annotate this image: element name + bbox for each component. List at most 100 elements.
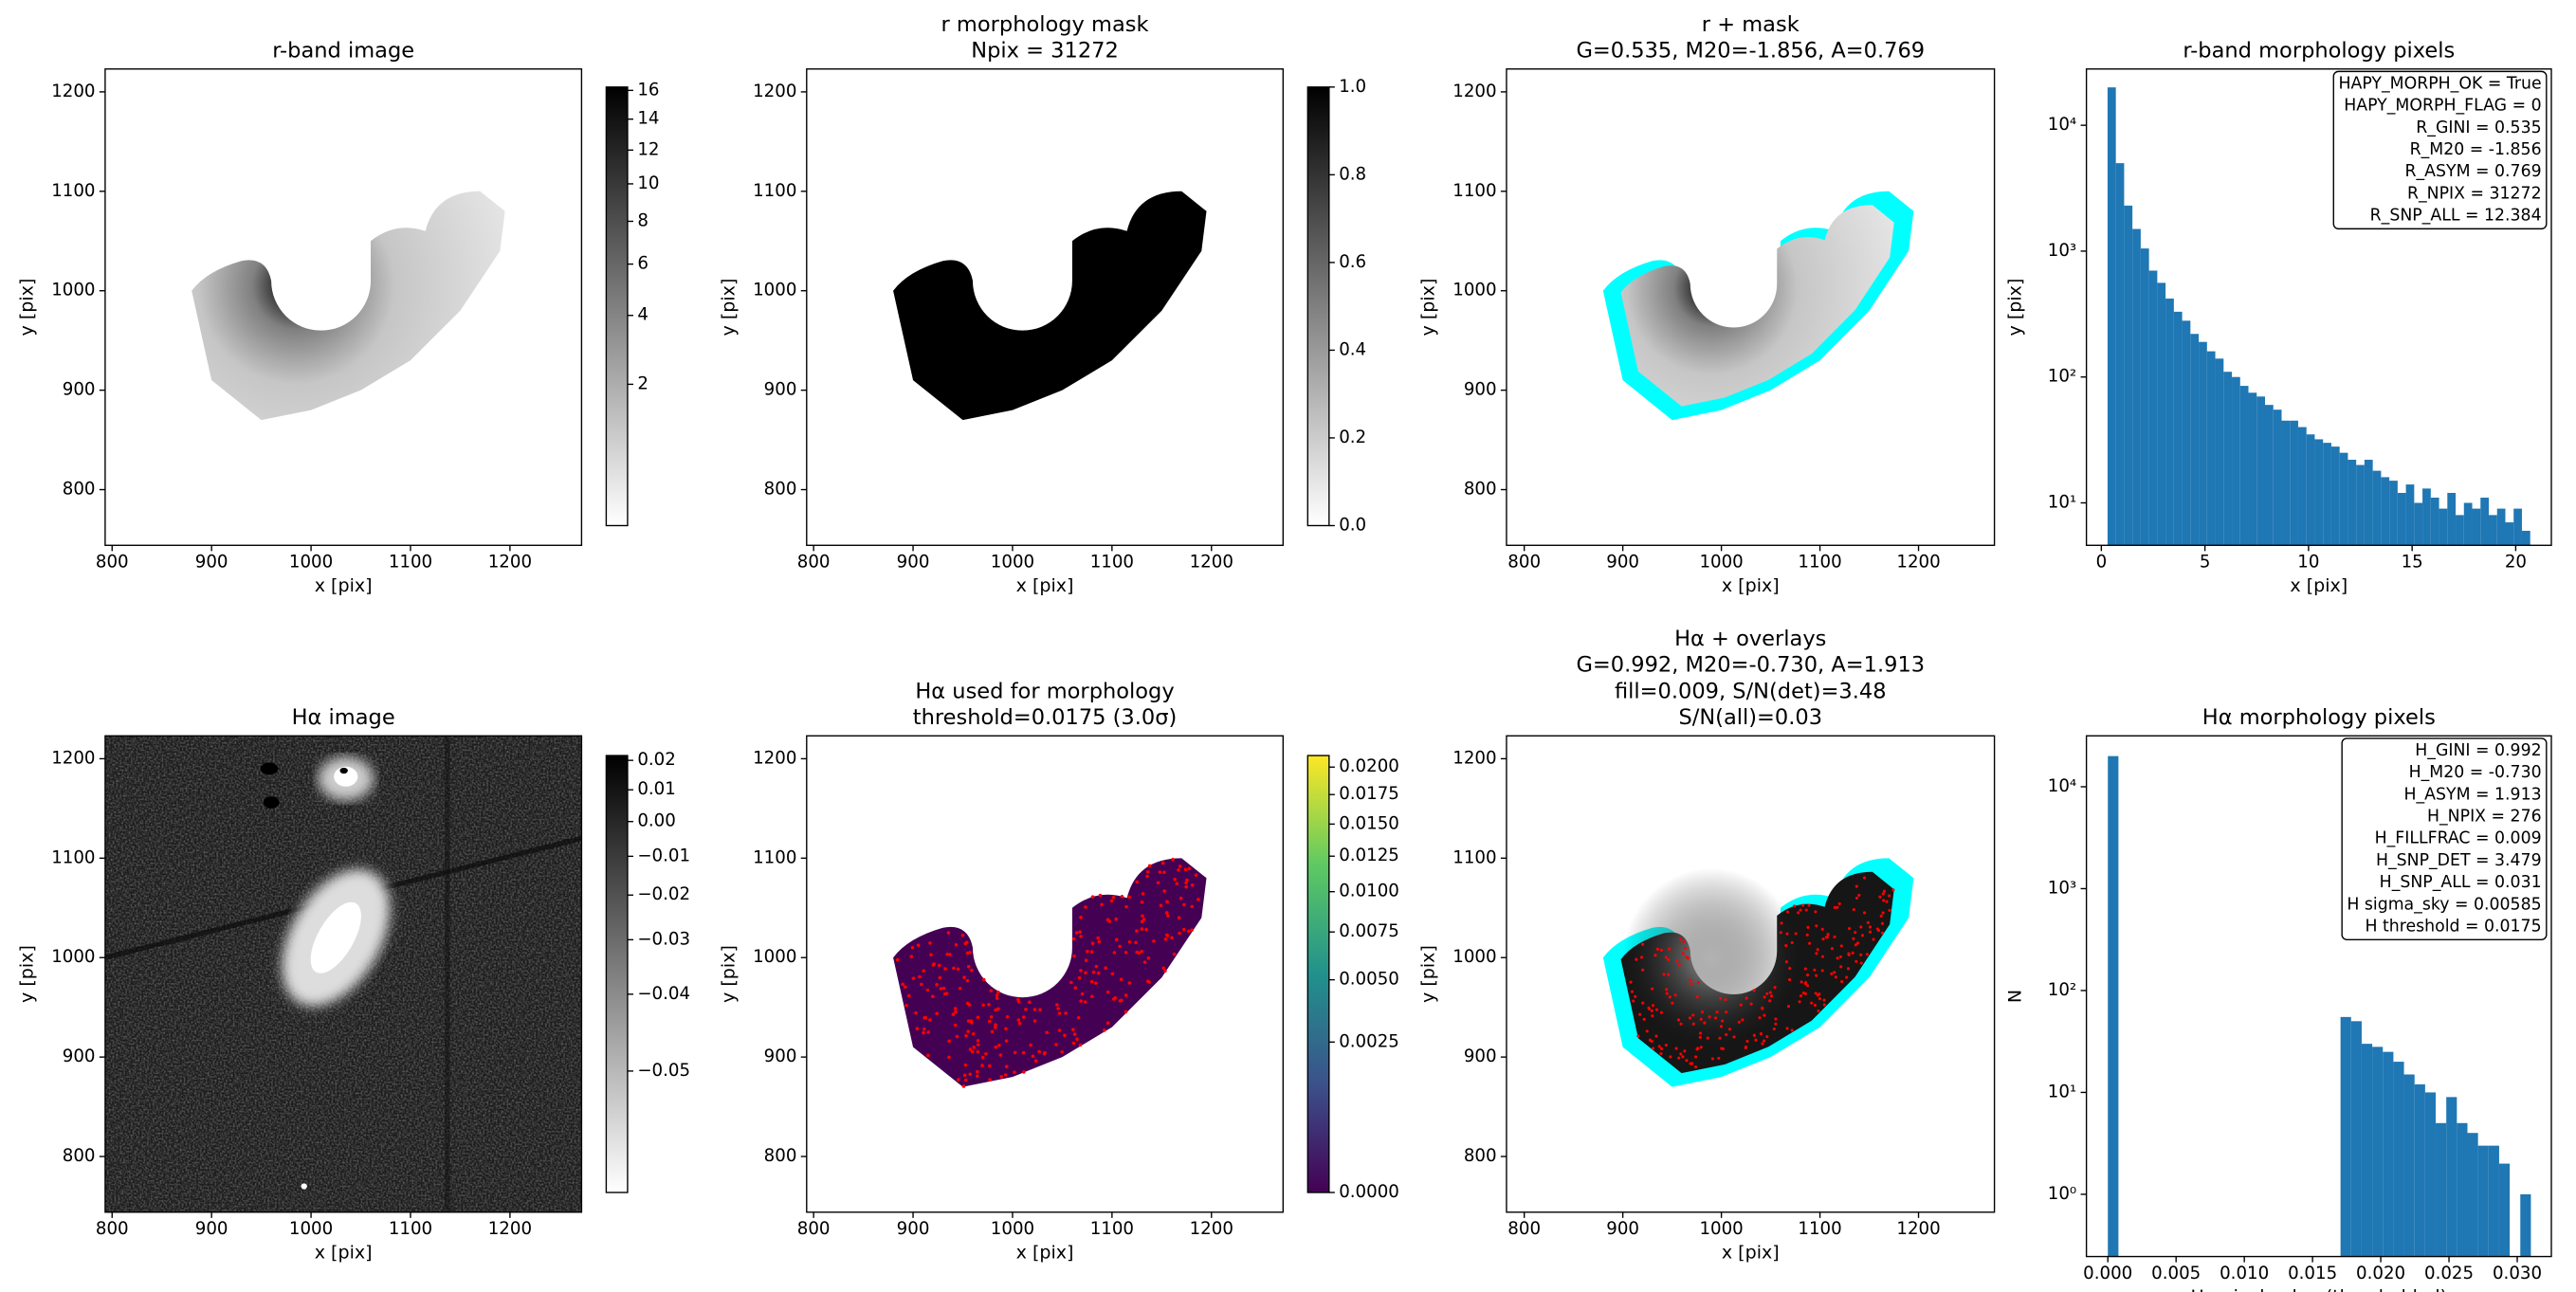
detected-pixel	[1665, 988, 1669, 992]
detected-pixel	[942, 992, 947, 996]
detected-pixel	[1647, 1006, 1651, 1010]
detected-pixel	[1651, 1014, 1654, 1018]
x-tick-label: 20	[2505, 552, 2527, 572]
detected-pixel	[1847, 926, 1852, 931]
x-tick-label: 800	[797, 552, 831, 572]
source-core	[301, 1183, 307, 1190]
detected-pixel	[1860, 934, 1865, 937]
detected-pixel	[1145, 870, 1150, 874]
detected-pixel	[1076, 1015, 1081, 1020]
detected-pixel	[904, 985, 907, 990]
panel: 800 900 1000 1100 1200 800 900 1000 1100 1200 r mo…	[719, 12, 1367, 596]
detected-pixel	[1071, 937, 1076, 941]
detected-pixel	[926, 1053, 930, 1058]
detected-pixel	[1868, 930, 1873, 934]
detected-pixel	[1175, 882, 1179, 886]
bar	[2348, 460, 2357, 546]
plot-area	[2108, 755, 2531, 1257]
detected-pixel	[1676, 1018, 1681, 1022]
detected-pixel	[1752, 989, 1756, 992]
plot-area	[1602, 858, 1914, 1087]
detected-pixel	[1857, 893, 1861, 897]
detected-pixel	[1142, 918, 1146, 921]
detected-pixel	[1032, 1019, 1037, 1023]
detected-pixel	[996, 990, 1000, 994]
chart-title: Hα morphology pixels	[2202, 705, 2436, 730]
detected-pixel	[1817, 1009, 1820, 1013]
x-axis-label: x [pix]	[1722, 575, 1780, 596]
detected-pixel	[1013, 1050, 1017, 1055]
detected-pixel	[1166, 914, 1170, 918]
detected-pixel	[1005, 1014, 1010, 1019]
detected-pixel	[1089, 979, 1094, 984]
axes-frame	[1506, 735, 1996, 1213]
colorbar: 2 4 6 8 10 12 14 16	[605, 80, 659, 527]
detected-pixel	[1813, 968, 1817, 972]
detected-pixel	[1648, 1038, 1652, 1042]
colorbar: 0.0000 0.0025 0.0050 0.0075 0.0100 0.0125 0.01…	[1306, 755, 1399, 1202]
detected-pixel	[1657, 1045, 1661, 1048]
detected-pixel	[1665, 992, 1669, 995]
detected-pixel	[1190, 883, 1195, 887]
detected-pixel	[1696, 1046, 1700, 1050]
detected-pixel	[1725, 1032, 1728, 1037]
detected-pixel	[996, 1007, 1000, 1011]
detected-pixel	[1785, 910, 1790, 914]
detected-pixel	[1719, 1025, 1723, 1028]
plot-area	[1602, 191, 1914, 421]
stats-box: H_GINI = 0.992 H_M20 = -0.730 H_ASYM = 1.9…	[2341, 737, 2548, 941]
chart-title: threshold=0.0175 (3.0σ)	[913, 705, 1177, 730]
detected-pixel	[1162, 870, 1166, 875]
detected-pixel	[1032, 1008, 1037, 1011]
detected-pixel	[1669, 1055, 1672, 1059]
detected-pixel	[1768, 999, 1772, 1003]
detected-pixel	[1856, 941, 1860, 945]
axes-frame	[2085, 735, 2552, 1258]
bar	[2306, 434, 2315, 546]
detected-pixel	[1029, 1043, 1032, 1047]
y-tick-label: 1100	[1452, 847, 1496, 867]
detected-pixel	[1803, 982, 1807, 986]
colorbar-tick-label: −0.05	[637, 1061, 690, 1081]
detected-pixel	[1094, 981, 1098, 985]
detected-pixel	[1866, 920, 1870, 924]
y-tick-label: 1000	[753, 947, 796, 967]
detected-pixel	[1674, 1046, 1678, 1050]
detected-pixel	[1732, 1035, 1736, 1039]
x-tick-label: 1100	[389, 552, 432, 572]
detected-pixel	[1878, 895, 1882, 899]
detected-pixel	[1813, 1003, 1817, 1008]
detected-pixel	[970, 1049, 975, 1054]
colorbar-fill	[1306, 755, 1330, 1193]
x-tick-label: 1200	[1190, 1219, 1233, 1239]
detected-pixel	[964, 940, 969, 945]
detected-pixel	[1677, 963, 1681, 967]
detected-pixel	[966, 964, 971, 969]
x-axis-label: x [pix]	[1016, 1242, 1074, 1263]
detected-pixel	[970, 968, 974, 973]
detected-pixel	[1667, 973, 1671, 976]
detected-pixel	[1147, 980, 1151, 984]
detected-pixel	[1090, 941, 1095, 945]
detected-pixel	[1668, 995, 1672, 999]
detected-pixel	[1134, 940, 1138, 945]
plot-area	[192, 191, 505, 421]
detected-pixel	[1814, 992, 1818, 995]
colorbar-tick-label: 0.0	[1339, 515, 1366, 535]
y-tick-label: 1200	[51, 82, 95, 101]
detected-pixel	[1098, 893, 1103, 898]
detected-pixel	[1078, 930, 1082, 934]
colorbar-tick-label: 0.8	[1339, 164, 1366, 184]
detected-pixel	[923, 1027, 926, 1031]
detected-pixel	[1744, 1046, 1747, 1050]
detected-pixel	[1826, 933, 1830, 937]
detected-pixel	[1089, 950, 1094, 954]
detected-pixel	[1851, 951, 1854, 955]
colorbar-tick-label: 0.0200	[1339, 756, 1399, 776]
colorbar-tick-label: 0.0100	[1339, 882, 1399, 901]
bar	[2472, 508, 2481, 546]
detected-pixel	[1640, 955, 1644, 959]
detected-pixel	[967, 1003, 972, 1007]
colorbar-tick-label: −0.01	[637, 846, 690, 865]
